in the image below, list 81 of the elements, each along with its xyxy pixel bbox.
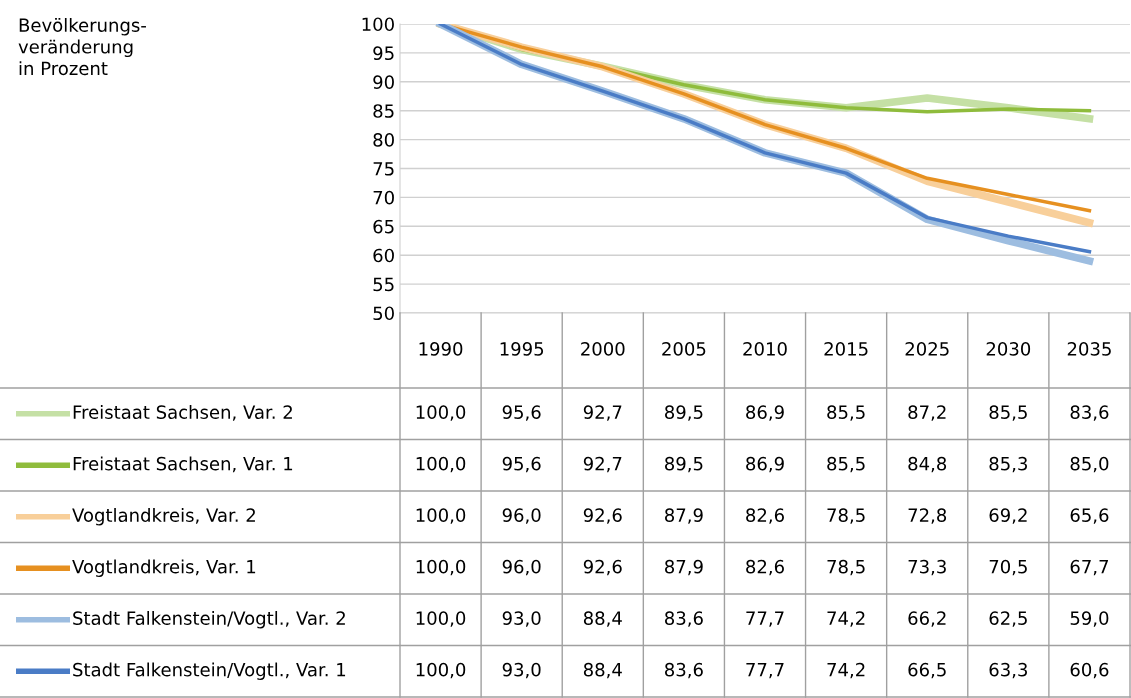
data-label: 92,7	[583, 456, 622, 473]
data-label: 85,0	[1070, 456, 1109, 473]
data-label: 77,7	[746, 611, 784, 627]
data-label: 95,6	[502, 456, 541, 473]
y-tick-label: 55	[373, 277, 394, 292]
data-label: 87,9	[665, 508, 703, 524]
data-label: 87,9	[665, 559, 703, 576]
data-label: 67,7	[1070, 559, 1108, 576]
data-label: 84,8	[908, 456, 947, 473]
data-label: 60,6	[1070, 662, 1109, 679]
data-label: 85,3	[989, 456, 1027, 473]
data-label: 72,8	[908, 508, 947, 524]
y-tick-label: 95	[373, 46, 394, 61]
y-tick-label: 70	[373, 190, 394, 205]
data-label: 59,0	[1070, 611, 1109, 627]
data-label: 89,5	[665, 456, 703, 473]
legend-label: Freistaat Sachsen, Var. 1	[73, 456, 293, 473]
data-label: 63,3	[989, 662, 1027, 679]
text: Bevölkerungs- veränderung in Prozent	[18, 18, 146, 76]
legend-label: Vogtlandkreis, Var. 1	[72, 559, 256, 577]
data-label: 100,0	[416, 559, 466, 576]
x-tick-label: 1995	[500, 342, 544, 356]
data-label: 73,3	[908, 559, 946, 576]
data-label: 74,2	[827, 611, 865, 627]
data-label: 77,7	[746, 663, 784, 679]
x-tick-label: 2000	[581, 342, 625, 356]
data-label: 100,0	[416, 405, 466, 421]
data-label: 86,9	[746, 405, 784, 421]
data-label: 89,5	[665, 405, 703, 421]
data-label: 100,0	[416, 508, 466, 524]
x-tick-label: 2035	[1067, 342, 1111, 356]
data-label: 65,6	[1070, 508, 1109, 524]
data-label: 96,0	[502, 508, 541, 524]
legend-label: Vogtlandkreis, Var. 2	[72, 508, 255, 526]
data-label: 93,0	[502, 611, 541, 627]
data-label: 85,5	[989, 405, 1027, 421]
data-label: 69,2	[989, 508, 1027, 524]
y-tick-label: 75	[373, 162, 394, 176]
data-label: 92,7	[583, 405, 622, 421]
data-label: 78,5	[827, 508, 865, 524]
x-tick-label: 2010	[743, 342, 787, 356]
data-label: 83,6	[1070, 405, 1109, 421]
data-label: 96,0	[502, 559, 541, 576]
data-label: 95,6	[502, 405, 541, 421]
y-tick-label: 50	[373, 306, 394, 321]
x-tick-label: 2015	[824, 342, 868, 356]
data-label: 88,4	[583, 611, 622, 627]
x-tick-label: 2025	[905, 342, 949, 356]
data-label: 87,2	[908, 405, 946, 421]
data-label: 62,5	[989, 611, 1027, 627]
data-label: 83,6	[665, 662, 703, 679]
y-tick-label: 60	[373, 248, 394, 263]
legend-label: Stadt Falkenstein/Vogtl., Var. 1	[73, 662, 346, 680]
x-tick-label: 2005	[662, 342, 706, 356]
data-label: 92,6	[583, 559, 622, 576]
data-label: 100,0	[416, 611, 466, 627]
y-tick-label: 85	[373, 104, 394, 118]
data-label: 86,9	[746, 456, 784, 473]
legend-label: Stadt Falkenstein/Vogtl., Var. 2	[73, 611, 345, 629]
data-label: 88,4	[583, 662, 622, 679]
y-tick-label: 100	[362, 17, 394, 32]
data-label: 92,6	[583, 508, 622, 524]
data-label: 82,6	[746, 559, 784, 576]
data-label: 83,6	[665, 611, 703, 627]
data-label: 70,5	[989, 559, 1027, 576]
y-tick-label: 65	[373, 219, 394, 234]
legend-label: Freistaat Sachsen, Var. 2	[73, 405, 292, 421]
data-label: 85,5	[827, 405, 865, 421]
data-label: 82,6	[746, 508, 784, 524]
data-label: 66,5	[908, 662, 946, 679]
data-label: 100,0	[416, 662, 466, 679]
data-label: 66,2	[908, 611, 946, 627]
data-label: 93,0	[502, 662, 541, 679]
data-label: 74,2	[827, 662, 865, 679]
x-tick-label: 1990	[419, 342, 463, 356]
x-tick-label: 2030	[986, 342, 1031, 356]
data-label: 85,5	[827, 456, 865, 473]
data-label: 78,5	[827, 559, 865, 576]
data-label: 100,0	[416, 456, 466, 473]
y-tick-label: 90	[373, 75, 394, 89]
y-tick-label: 80	[373, 133, 394, 147]
